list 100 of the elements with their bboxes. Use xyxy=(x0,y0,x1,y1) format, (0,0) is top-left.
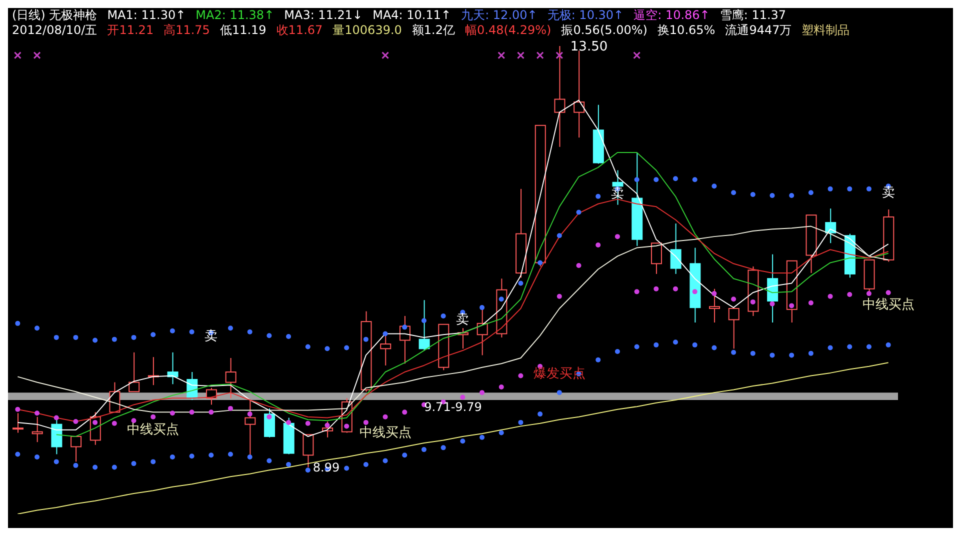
annotation: 卖 xyxy=(456,312,470,328)
point xyxy=(344,424,350,429)
text: MA2: 11.38↑ xyxy=(196,8,274,22)
point xyxy=(189,329,194,334)
point xyxy=(421,318,426,324)
point xyxy=(614,348,620,354)
point xyxy=(266,458,272,464)
point xyxy=(731,350,736,355)
point xyxy=(286,420,292,425)
point xyxy=(73,334,78,340)
point xyxy=(382,414,388,420)
text: 低11.19 xyxy=(220,23,266,37)
point xyxy=(498,384,504,390)
point xyxy=(247,454,252,460)
point xyxy=(692,342,698,348)
text: 雪鹰: 11.37 xyxy=(720,8,786,22)
point xyxy=(170,328,175,334)
point xyxy=(673,340,678,345)
candlestick xyxy=(767,254,778,324)
point xyxy=(498,296,504,302)
point xyxy=(34,410,40,416)
point xyxy=(712,291,717,296)
point xyxy=(33,52,41,60)
point xyxy=(363,336,368,342)
text: 振0.56(5.00%) xyxy=(561,23,648,37)
point xyxy=(286,462,292,467)
point xyxy=(673,176,678,182)
point xyxy=(15,452,20,457)
point xyxy=(789,303,794,308)
point xyxy=(518,420,524,425)
candlestick xyxy=(709,288,720,324)
point xyxy=(363,462,368,467)
point xyxy=(150,332,156,338)
point xyxy=(633,52,641,60)
point xyxy=(382,458,388,464)
point xyxy=(692,289,698,294)
point xyxy=(866,291,872,296)
annotation: 卖 xyxy=(204,329,218,344)
point xyxy=(847,344,852,350)
text: MA3: 11.21↓ xyxy=(284,8,363,22)
point xyxy=(556,294,562,299)
point xyxy=(750,299,756,304)
text: 九天: 12.00↑ xyxy=(461,8,538,22)
point xyxy=(73,462,78,468)
point xyxy=(654,177,659,182)
point xyxy=(305,420,310,426)
point xyxy=(596,194,601,199)
point xyxy=(112,464,117,470)
point xyxy=(402,452,408,458)
point xyxy=(54,334,59,340)
text: 塑料制品 xyxy=(802,23,850,37)
point xyxy=(247,329,252,334)
candlestick xyxy=(554,46,566,148)
point xyxy=(54,459,59,464)
annotation: 卖 xyxy=(882,185,895,200)
candlestick xyxy=(690,247,701,324)
point xyxy=(536,52,544,60)
point xyxy=(789,352,794,358)
point xyxy=(208,410,214,415)
candlestick xyxy=(632,152,643,246)
point xyxy=(228,406,233,411)
point xyxy=(382,331,388,336)
point xyxy=(847,186,852,192)
point xyxy=(808,350,814,356)
candlestick xyxy=(574,50,585,138)
text: 逼空: 10.86↑ xyxy=(634,8,710,22)
point xyxy=(112,336,117,342)
text: 幅0.48(4.29%) xyxy=(465,23,552,37)
point xyxy=(654,342,659,348)
point xyxy=(538,412,543,417)
point xyxy=(828,186,833,192)
point xyxy=(286,334,292,340)
point xyxy=(363,420,368,425)
point xyxy=(344,466,350,471)
annotation: 8.99 xyxy=(312,460,340,475)
candlestick xyxy=(32,416,43,443)
point xyxy=(402,324,408,330)
point xyxy=(305,344,310,350)
point xyxy=(712,184,717,189)
point xyxy=(518,280,524,286)
point xyxy=(92,420,98,425)
point xyxy=(402,410,408,415)
point xyxy=(73,419,78,424)
point xyxy=(150,459,156,464)
point xyxy=(770,192,775,198)
band-label: 9.71-9.79 xyxy=(424,400,482,414)
point xyxy=(34,454,40,460)
point xyxy=(247,412,252,417)
point xyxy=(460,394,466,400)
point xyxy=(228,452,233,457)
point xyxy=(440,445,446,450)
point xyxy=(324,346,330,352)
point xyxy=(518,373,524,378)
chart-subtitle: 2012/08/10/五 xyxy=(12,23,98,37)
point xyxy=(712,345,717,350)
point xyxy=(576,263,582,268)
point xyxy=(556,390,562,396)
text: 开11.21 xyxy=(107,23,154,37)
annotation: 中线买点 xyxy=(862,297,914,312)
point xyxy=(886,290,891,296)
